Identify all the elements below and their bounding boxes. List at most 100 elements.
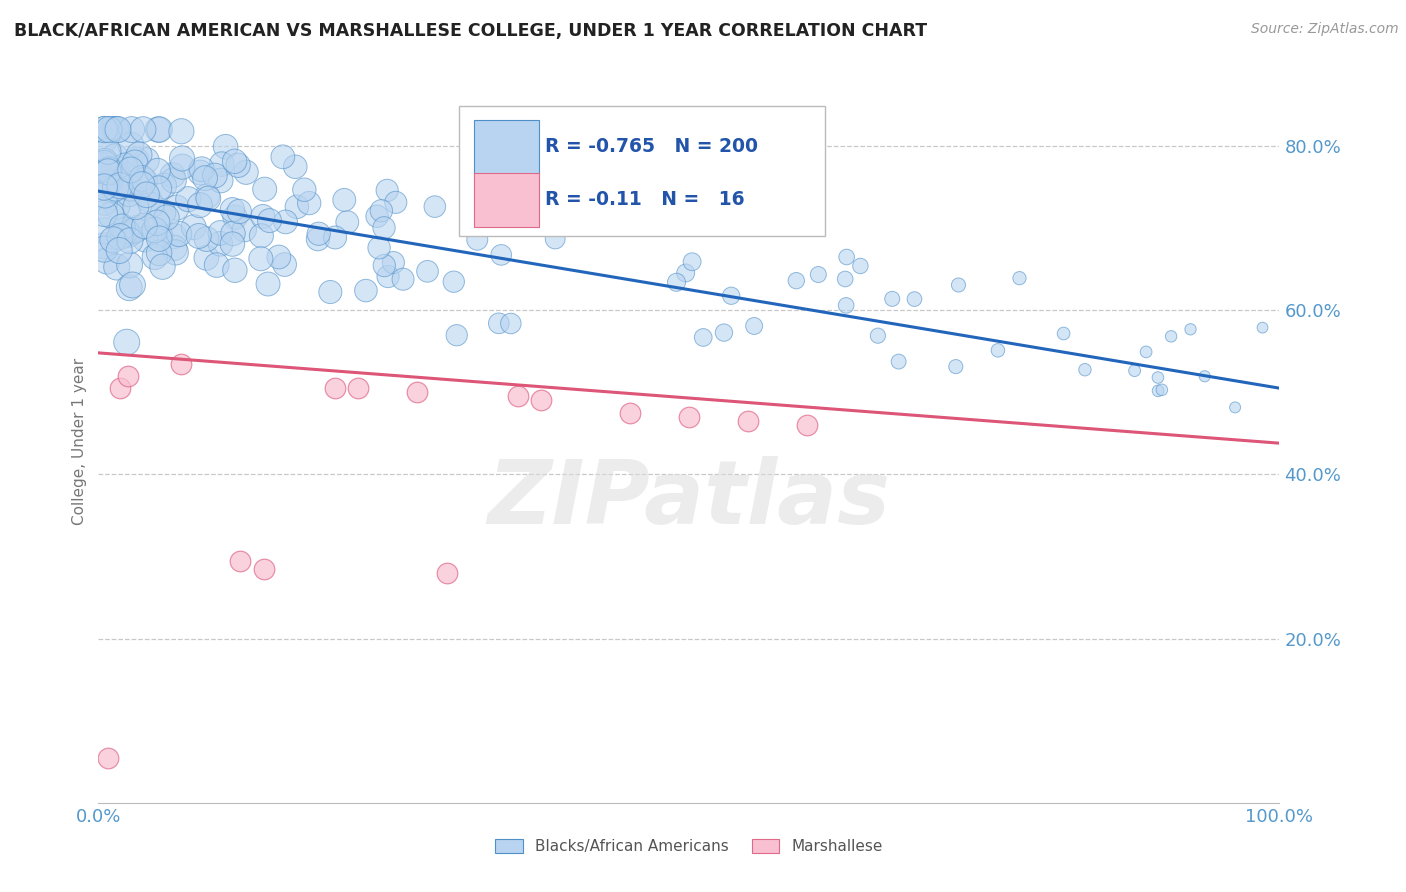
Point (118, 186, 141, 201)
Point (97, 163, 120, 178)
Point (250, 228, 273, 243)
Point (105, 199, 128, 213)
Point (162, 168, 184, 182)
Point (104, 181, 127, 195)
Point (226, 158, 249, 172)
Point (114, 159, 136, 173)
Point (121, 122, 143, 136)
Point (170, 124, 193, 138)
FancyBboxPatch shape (458, 105, 825, 235)
Point (1160, 329, 1182, 343)
Point (375, 183, 398, 197)
Point (115, 226, 138, 240)
Point (108, 244, 131, 258)
Point (785, 274, 807, 288)
Point (253, 182, 276, 196)
Point (105, 122, 128, 136)
Point (153, 178, 176, 193)
Point (742, 318, 765, 333)
Point (138, 192, 160, 206)
Point (259, 213, 281, 227)
Point (97, 165, 120, 179)
Point (120, 181, 142, 195)
Point (172, 160, 194, 174)
Point (107, 122, 129, 136)
Point (103, 165, 125, 179)
Point (115, 177, 138, 191)
Point (257, 277, 280, 291)
Text: R = -0.11   N =   16: R = -0.11 N = 16 (546, 190, 745, 209)
Point (152, 205, 174, 219)
FancyBboxPatch shape (474, 120, 538, 174)
Point (233, 223, 256, 237)
Point (292, 183, 315, 197)
Point (141, 198, 163, 212)
Point (506, 389, 529, 403)
Point (373, 259, 395, 273)
Point (250, 252, 273, 266)
Point (1135, 344, 1157, 359)
Point (115, 335, 138, 350)
Point (336, 215, 359, 229)
Point (120, 163, 142, 178)
Point (165, 245, 187, 260)
Point (197, 191, 219, 205)
Point (253, 562, 276, 576)
Point (1251, 320, 1274, 334)
Point (465, 233, 488, 247)
Point (134, 173, 156, 187)
Text: BLACK/AFRICAN AMERICAN VS MARSHALLESE COLLEGE, UNDER 1 YEAR CORRELATION CHART: BLACK/AFRICAN AMERICAN VS MARSHALLESE CO… (14, 22, 927, 40)
Point (195, 251, 218, 265)
Point (117, 227, 139, 242)
Point (93, 195, 115, 210)
Point (796, 418, 818, 433)
Point (228, 204, 250, 219)
Point (94, 154, 117, 169)
Point (148, 232, 170, 246)
Text: Source: ZipAtlas.com: Source: ZipAtlas.com (1251, 22, 1399, 37)
Point (713, 326, 735, 340)
Point (887, 354, 910, 368)
Point (101, 233, 124, 247)
Point (104, 150, 127, 164)
Point (229, 553, 252, 567)
Point (221, 237, 243, 252)
Point (124, 156, 146, 170)
Point (271, 150, 294, 164)
Point (204, 169, 226, 183)
Point (143, 223, 166, 237)
Point (354, 284, 377, 298)
Point (93, 122, 115, 136)
Point (222, 227, 245, 241)
FancyBboxPatch shape (474, 173, 538, 227)
Point (1194, 369, 1216, 384)
Point (284, 160, 307, 174)
Point (98, 122, 121, 136)
Point (252, 210, 274, 224)
Point (835, 250, 858, 264)
Point (370, 203, 392, 218)
Point (619, 406, 641, 420)
Point (678, 409, 700, 424)
Point (945, 359, 967, 374)
Point (148, 245, 170, 260)
Point (882, 292, 904, 306)
Point (166, 201, 188, 215)
Point (96, 254, 118, 268)
Point (224, 154, 246, 169)
Text: R = -0.765   N = 200: R = -0.765 N = 200 (546, 137, 758, 156)
Point (190, 162, 212, 177)
Point (1074, 362, 1097, 376)
Point (143, 250, 166, 264)
Point (488, 316, 510, 330)
Point (93, 159, 115, 173)
Point (489, 248, 512, 262)
Point (117, 200, 139, 214)
Point (443, 275, 465, 289)
Point (100, 170, 122, 185)
Legend: Blacks/African Americans, Marshallese: Blacks/African Americans, Marshallese (489, 833, 889, 860)
Point (211, 157, 233, 171)
Point (267, 250, 290, 264)
Point (118, 258, 141, 272)
Point (866, 328, 889, 343)
